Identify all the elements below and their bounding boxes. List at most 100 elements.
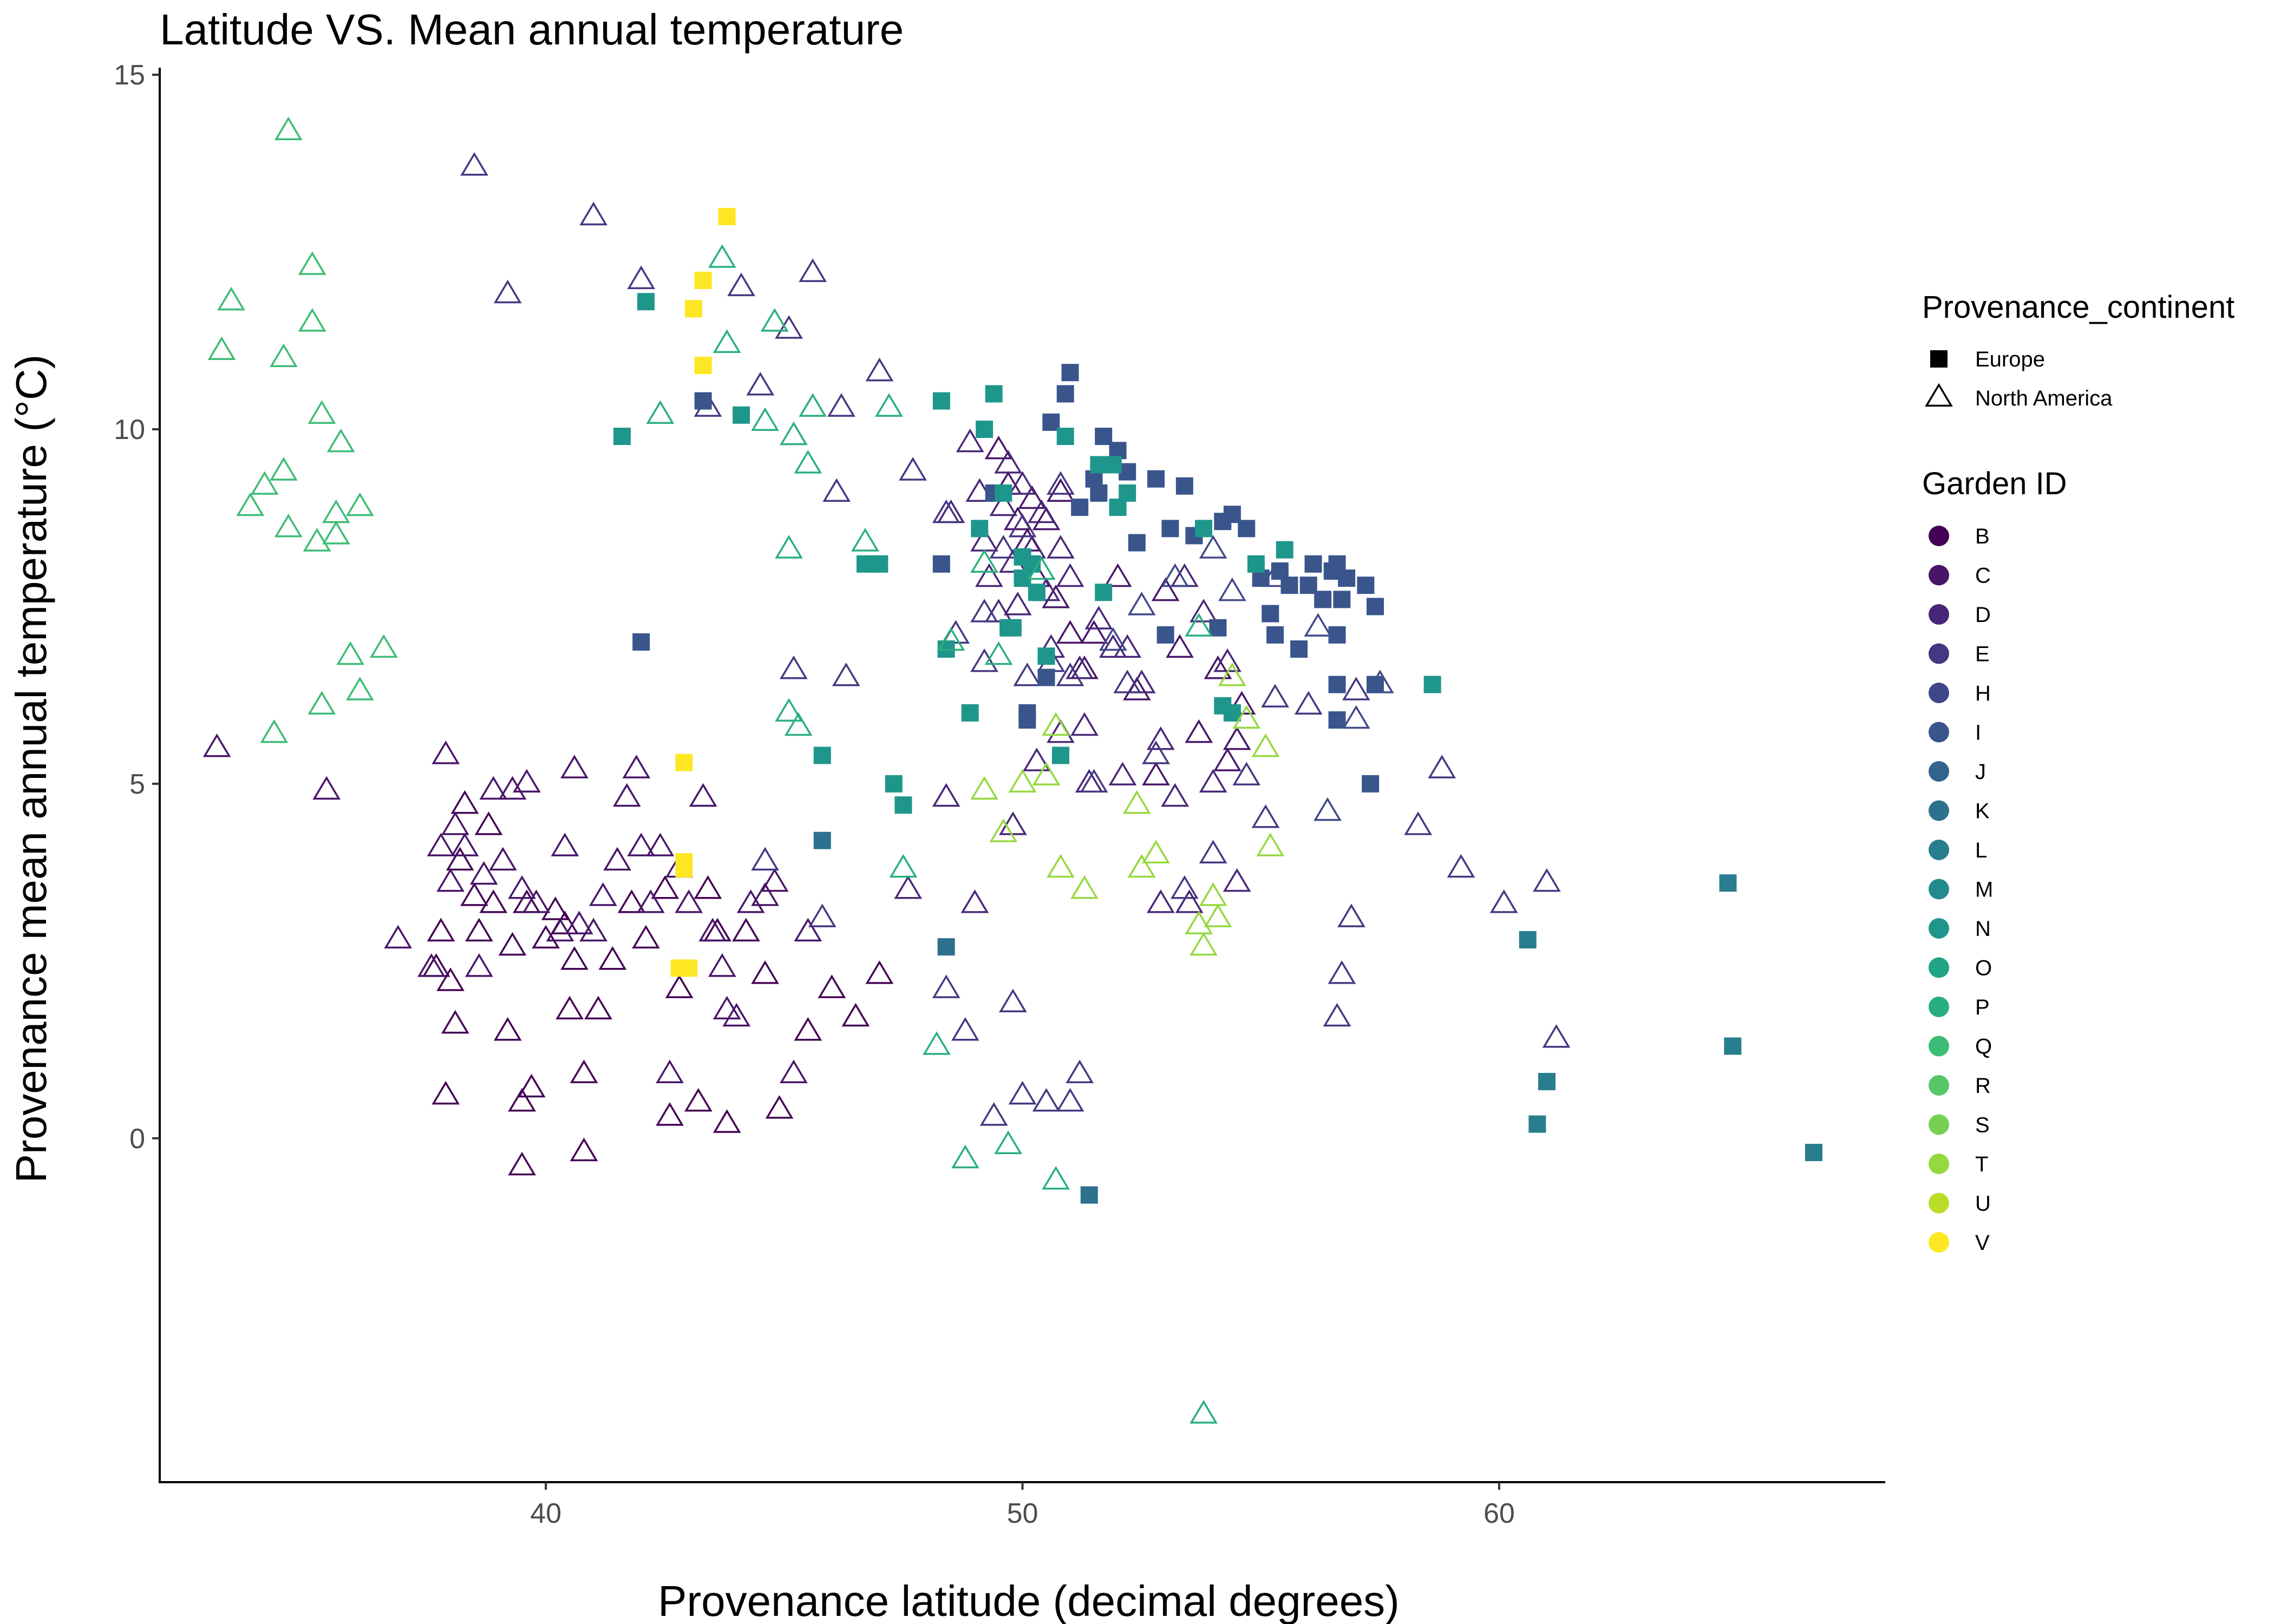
data-point (989, 535, 1018, 559)
data-point (808, 903, 837, 927)
data-point (1056, 563, 1084, 587)
data-point (984, 599, 1013, 623)
data-point (565, 911, 593, 934)
data-point (1328, 711, 1346, 729)
data-point (236, 492, 265, 516)
legend-label: B (1975, 525, 1990, 548)
legend-key-T (1929, 1154, 1949, 1174)
series-B (422, 790, 894, 1176)
y-tick-label: 10 (114, 414, 145, 446)
legend-label: I (1975, 721, 1981, 745)
data-point (312, 776, 341, 800)
data-point (1223, 868, 1251, 892)
data-point (751, 407, 779, 431)
data-point (270, 343, 298, 368)
data-point (1304, 613, 1332, 637)
data-point (1037, 647, 1055, 665)
data-point (1166, 634, 1194, 658)
data-point (1047, 471, 1075, 495)
data-point (1533, 868, 1561, 892)
data-point (465, 918, 493, 942)
legend-key-I (1929, 722, 1949, 743)
data-point (1003, 592, 1032, 615)
y-tick-label: 15 (114, 60, 145, 91)
data-point (656, 1102, 684, 1126)
data-point (989, 492, 1018, 516)
data-point (1218, 577, 1246, 601)
data-point (1018, 485, 1046, 509)
data-point (1056, 428, 1074, 446)
data-point (760, 868, 789, 892)
data-point (760, 308, 789, 332)
data-point (865, 960, 894, 984)
data-point (1023, 748, 1051, 771)
data-point (1519, 931, 1537, 949)
data-point (432, 1081, 460, 1105)
data-point (780, 421, 808, 446)
data-point (999, 988, 1027, 1013)
legend-key-D (1929, 604, 1949, 625)
data-point (975, 563, 1003, 587)
data-point (493, 279, 522, 304)
data-point (1333, 591, 1351, 608)
data-point (479, 889, 508, 913)
data-point (736, 889, 765, 913)
data-point (822, 478, 851, 502)
data-point (1080, 1186, 1098, 1204)
data-point (1099, 634, 1127, 658)
data-point (617, 889, 646, 913)
data-point (469, 861, 498, 885)
data-point (1161, 783, 1190, 807)
data-point (1127, 592, 1156, 615)
data-point (1008, 513, 1037, 538)
data-point (875, 393, 903, 417)
data-point (345, 492, 374, 516)
data-point (532, 925, 560, 949)
data-point (1161, 563, 1190, 587)
data-point (1119, 484, 1136, 502)
data-point (1323, 1003, 1351, 1027)
x-tick-label: 60 (1484, 1498, 1515, 1529)
data-point (1337, 903, 1365, 927)
data-point (1314, 591, 1332, 608)
legend-label: D (1975, 603, 1991, 627)
y-tick-label: 0 (129, 1123, 145, 1155)
legend-key-M (1929, 879, 1949, 900)
data-point (322, 499, 350, 523)
data-point (1366, 676, 1384, 693)
data-point (1175, 477, 1193, 495)
data-point (932, 783, 960, 807)
data-point (450, 790, 479, 814)
legend-label: S (1975, 1114, 1990, 1137)
data-point (1080, 769, 1108, 793)
data-point (1528, 1115, 1546, 1133)
data-point (1280, 577, 1298, 594)
data-point (856, 555, 874, 573)
data-point (1142, 762, 1170, 785)
data-point (570, 1059, 598, 1084)
data-point (479, 776, 508, 800)
data-point (994, 1130, 1022, 1155)
data-point (1218, 662, 1246, 686)
data-point (336, 641, 365, 665)
data-point (1071, 499, 1089, 516)
data-point (308, 400, 336, 424)
legend-label: P (1975, 996, 1990, 1019)
data-point (1209, 619, 1227, 637)
shape-legend: Europe North America (1925, 348, 2113, 410)
data-point (498, 776, 527, 800)
data-point (718, 208, 736, 226)
data-point (613, 428, 631, 446)
data-point (932, 974, 960, 998)
data-point (794, 1017, 822, 1041)
legend-label: U (1975, 1192, 1991, 1216)
data-point (889, 854, 918, 878)
data-point (270, 457, 298, 481)
data-point (1170, 875, 1199, 899)
data-point (207, 336, 236, 361)
data-point (1008, 1081, 1037, 1105)
plot-area (202, 116, 1822, 1424)
data-point (1047, 854, 1075, 878)
data-point (656, 1059, 684, 1084)
data-point (546, 918, 574, 942)
